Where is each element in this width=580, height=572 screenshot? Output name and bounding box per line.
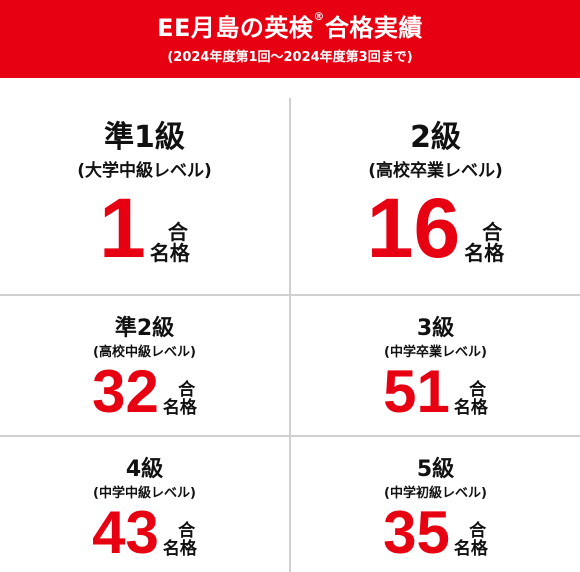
unit-chars: 名格 bbox=[149, 241, 190, 265]
horizontal-divider bbox=[0, 435, 580, 437]
results-grid: 準1級 (大学中級レベル) 1 合 名格 2級 (高校卒業レベル) 16 合 名… bbox=[0, 78, 580, 572]
unit-char: 合 bbox=[178, 380, 196, 401]
pass-count: 43 bbox=[92, 499, 159, 566]
unit-char: 合 bbox=[167, 220, 188, 244]
pass-result: 1 合 名格 bbox=[0, 186, 289, 270]
pass-result: 35 合 名格 bbox=[291, 503, 580, 563]
pass-count: 32 bbox=[92, 358, 159, 425]
unit-char: 合 bbox=[482, 220, 503, 244]
grade-label: 準1級 bbox=[104, 120, 185, 155]
pass-result: 32 合 名格 bbox=[0, 362, 289, 422]
pass-count: 51 bbox=[383, 358, 450, 425]
horizontal-divider bbox=[0, 294, 580, 296]
level-label: (高校卒業レベル) bbox=[368, 161, 503, 181]
pass-result: 43 合 名格 bbox=[0, 503, 289, 563]
unit-label: 合 名格 bbox=[453, 521, 488, 560]
grade-label: 2級 bbox=[410, 120, 461, 155]
vertical-divider bbox=[289, 98, 291, 572]
result-card-pre2: 準2級 (高校中級レベル) 32 合 名格 bbox=[0, 296, 289, 435]
level-label: (中学卒業レベル) bbox=[384, 345, 487, 360]
level-label: (高校中級レベル) bbox=[93, 345, 196, 360]
pass-count: 16 bbox=[366, 181, 461, 275]
grade-label: 4級 bbox=[125, 457, 164, 482]
pass-count: 1 bbox=[99, 181, 146, 275]
unit-char: 合 bbox=[469, 521, 487, 542]
unit-label: 合 名格 bbox=[453, 380, 488, 419]
banner-title: EE月島の英検®合格実績 bbox=[0, 8, 580, 43]
pass-count: 35 bbox=[383, 499, 450, 566]
grade-label: 準2級 bbox=[114, 316, 175, 341]
pass-result: 16 合 名格 bbox=[291, 186, 580, 270]
result-card-pre1: 準1級 (大学中級レベル) 1 合 名格 bbox=[0, 78, 289, 294]
level-label: (大学中級レベル) bbox=[77, 161, 212, 181]
unit-chars: 名格 bbox=[464, 241, 505, 265]
registered-mark: ® bbox=[313, 10, 325, 23]
unit-chars: 名格 bbox=[162, 398, 197, 419]
result-card-4: 4級 (中学中級レベル) 43 合 名格 bbox=[0, 437, 289, 572]
header-banner: EE月島の英検®合格実績 (2024年度第1回〜2024年度第3回まで) bbox=[0, 0, 580, 78]
unit-label: 合 名格 bbox=[162, 521, 197, 560]
unit-label: 合 名格 bbox=[150, 222, 190, 264]
level-label: (中学中級レベル) bbox=[93, 486, 196, 501]
unit-label: 合 名格 bbox=[162, 380, 197, 419]
unit-chars: 名格 bbox=[453, 539, 488, 560]
banner-title-text: EE月島の英検 bbox=[157, 14, 314, 42]
grade-label: 3級 bbox=[416, 316, 455, 341]
unit-char: 合 bbox=[469, 380, 487, 401]
unit-chars: 名格 bbox=[453, 398, 488, 419]
grade-label: 5級 bbox=[416, 457, 455, 482]
result-card-5: 5級 (中学初級レベル) 35 合 名格 bbox=[291, 437, 580, 572]
banner-subtitle: (2024年度第1回〜2024年度第3回まで) bbox=[167, 50, 413, 65]
unit-chars: 名格 bbox=[162, 539, 197, 560]
result-card-3: 3級 (中学卒業レベル) 51 合 名格 bbox=[291, 296, 580, 435]
level-label: (中学初級レベル) bbox=[384, 486, 487, 501]
result-card-2: 2級 (高校卒業レベル) 16 合 名格 bbox=[291, 78, 580, 294]
unit-label: 合 名格 bbox=[464, 222, 504, 264]
unit-char: 合 bbox=[178, 521, 196, 542]
pass-result: 51 合 名格 bbox=[291, 362, 580, 422]
banner-title-suffix: 合格実績 bbox=[324, 14, 423, 42]
